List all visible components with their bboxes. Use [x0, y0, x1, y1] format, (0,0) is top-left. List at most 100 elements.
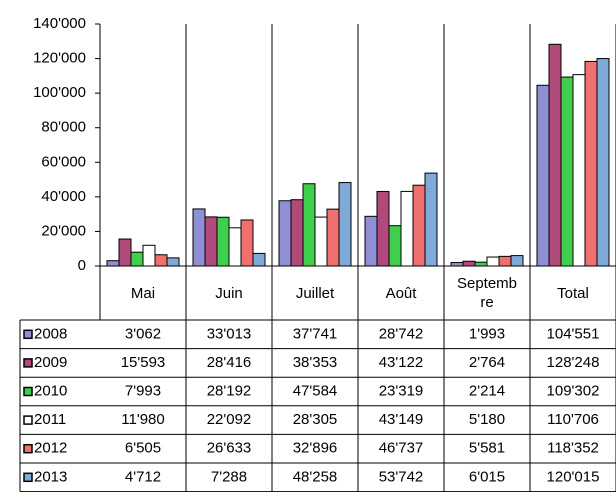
bar — [388, 225, 402, 267]
bar — [166, 257, 180, 267]
bar — [486, 256, 500, 267]
y-tick-label: 120'000 — [33, 50, 86, 67]
legend-label: 2013 — [34, 468, 67, 485]
data-label: 28'192 — [207, 382, 252, 399]
legend-key — [23, 443, 33, 454]
data-label: 5'180 — [469, 411, 505, 428]
data-label: 47'584 — [293, 382, 338, 399]
y-tick-label: 140'000 — [33, 15, 86, 32]
bar — [290, 199, 304, 267]
legend-label: 2009 — [34, 354, 67, 371]
bar — [424, 172, 438, 267]
bar — [376, 190, 390, 267]
bar — [536, 84, 550, 267]
category-wrap: Juillet — [284, 266, 346, 320]
x-tick-label: Août — [385, 284, 417, 302]
x-tick-label: Juin — [215, 284, 243, 302]
bar — [118, 238, 132, 267]
category-cell: Mai — [112, 266, 174, 320]
y-tick-label: 100'000 — [33, 84, 86, 101]
bar — [278, 200, 292, 267]
bar — [450, 262, 464, 267]
y-tick-label: 60'000 — [41, 153, 86, 170]
legend-key — [23, 386, 33, 397]
bar — [216, 216, 230, 267]
bar — [240, 219, 254, 267]
data-label: 37'741 — [293, 325, 338, 342]
data-label: 109'302 — [547, 382, 600, 399]
category-wrap: Mai — [112, 266, 174, 320]
bar — [572, 74, 586, 267]
x-tick-label: Mai — [130, 284, 156, 302]
data-label: 46'737 — [379, 440, 424, 457]
data-label: 23'319 — [379, 382, 424, 399]
data-label: 33'013 — [207, 325, 252, 342]
data-label: 128'248 — [547, 354, 600, 371]
data-label: 6'505 — [125, 440, 161, 457]
bar — [560, 76, 574, 267]
data-label: 3'062 — [125, 325, 161, 342]
legend-label: 2008 — [34, 325, 67, 342]
data-label: 2'214 — [469, 382, 505, 399]
bar — [338, 182, 352, 267]
category-wrap: Total — [542, 266, 604, 320]
x-tick-label: Juillet — [295, 284, 335, 302]
data-label: 53'742 — [379, 468, 424, 485]
data-label: 15'593 — [121, 354, 166, 371]
bar — [252, 252, 266, 267]
bar — [142, 244, 156, 267]
data-label: 28'416 — [207, 354, 252, 371]
legend-key — [23, 415, 33, 425]
data-label: 43'122 — [379, 354, 424, 371]
category-cell: Août — [370, 266, 432, 320]
data-label: 26'633 — [207, 440, 252, 457]
x-tick-label: Total — [557, 284, 589, 302]
bar — [584, 60, 598, 267]
data-label: 6'015 — [469, 468, 505, 485]
bar — [400, 190, 414, 267]
category-cell: Total — [542, 266, 604, 320]
data-label: 28'742 — [379, 325, 424, 342]
data-label: 32'896 — [293, 440, 338, 457]
data-label: 2'764 — [469, 354, 505, 371]
y-tick-label: 20'000 — [41, 222, 86, 239]
legend-key — [23, 472, 33, 483]
category-cell: Juillet — [284, 266, 346, 320]
bar — [548, 43, 562, 267]
legend-label: 2012 — [34, 440, 67, 457]
data-label: 4'712 — [125, 468, 161, 485]
data-label: 104'551 — [547, 325, 600, 342]
bar — [302, 183, 316, 267]
data-label: 7'288 — [211, 468, 247, 485]
data-label: 7'993 — [125, 382, 161, 399]
y-tick-label: 0 — [78, 257, 86, 274]
bar — [596, 58, 610, 267]
legend-key — [23, 329, 33, 340]
bar — [228, 227, 242, 267]
bar — [412, 184, 426, 267]
data-label: 110'706 — [547, 411, 599, 428]
bar — [106, 260, 120, 267]
data-label: 5'581 — [469, 440, 505, 457]
bar — [326, 208, 340, 267]
data-label: 22'092 — [207, 411, 252, 428]
legend-label: 2010 — [34, 382, 67, 399]
bar — [130, 251, 144, 267]
category-wrap: Août — [370, 266, 432, 320]
bar — [510, 255, 524, 267]
bar — [462, 260, 476, 267]
y-tick-label: 40'000 — [41, 188, 86, 205]
bar — [314, 216, 328, 267]
category-wrap: Septembre — [456, 266, 518, 320]
bar — [192, 208, 206, 267]
bar — [204, 216, 218, 267]
legend-key — [23, 358, 33, 368]
x-tick-label: Septembre — [456, 275, 518, 311]
data-label: 28'305 — [293, 411, 338, 428]
category-cell: Juin — [198, 266, 260, 320]
data-label: 120'015 — [547, 468, 600, 485]
category-wrap: Juin — [198, 266, 260, 320]
data-label: 48'258 — [293, 468, 338, 485]
data-label: 43'149 — [379, 411, 424, 428]
